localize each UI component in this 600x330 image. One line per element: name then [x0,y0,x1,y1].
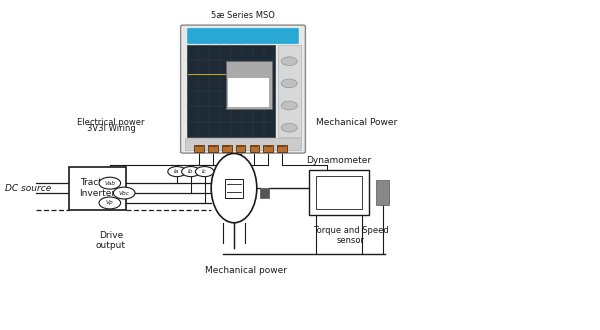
Bar [196,145,203,147]
Bar [316,176,362,209]
Bar [222,145,232,152]
Text: Traction
Inverter: Traction Inverter [79,179,116,198]
Text: Vab: Vab [104,181,115,186]
FancyBboxPatch shape [181,25,305,153]
Bar [225,179,243,198]
Text: Ic: Ic [202,169,207,174]
Text: Ia: Ia [175,169,179,174]
Text: Electrical power: Electrical power [77,118,145,127]
Text: Drive
output: Drive output [96,231,126,250]
Bar [376,180,389,205]
Bar [69,167,126,210]
Text: System Efficiency: System Efficiency [191,118,271,127]
Text: Vp: Vp [106,200,113,206]
Bar [251,145,258,147]
Bar [278,45,301,137]
Text: Torque and Speed
sensor: Torque and Speed sensor [313,226,389,246]
Text: Vbc: Vbc [119,190,130,196]
Bar [237,145,244,147]
Circle shape [196,167,214,177]
Circle shape [281,123,297,132]
Bar [185,138,301,150]
Bar [223,145,230,147]
Circle shape [168,167,186,177]
Bar [265,145,272,147]
Bar [226,61,272,109]
Bar [309,170,369,215]
Text: Dynamometer: Dynamometer [307,156,371,165]
Circle shape [99,177,121,189]
Circle shape [281,57,297,66]
Text: Mechanical Power: Mechanical Power [316,118,398,127]
Bar [278,145,286,147]
Text: 5æ Series MSO: 5æ Series MSO [211,12,275,20]
Bar [208,145,218,152]
Text: Motor: Motor [221,140,247,148]
Circle shape [281,101,297,110]
Circle shape [281,79,297,88]
Bar [187,45,275,137]
Circle shape [182,167,200,177]
Bar [209,145,217,147]
Text: DC source: DC source [5,183,51,193]
Bar [277,145,287,152]
Bar [228,78,269,107]
Bar [194,145,204,152]
Text: Mechanical power: Mechanical power [205,266,287,275]
Bar [250,145,259,152]
Circle shape [113,187,135,199]
Text: Ib: Ib [188,169,194,174]
Bar [236,145,245,152]
Bar [263,145,273,152]
Circle shape [99,197,121,209]
Text: 3V3I Wiring: 3V3I Wiring [86,124,136,133]
FancyBboxPatch shape [187,28,299,44]
Ellipse shape [211,153,257,223]
Bar [260,188,269,198]
